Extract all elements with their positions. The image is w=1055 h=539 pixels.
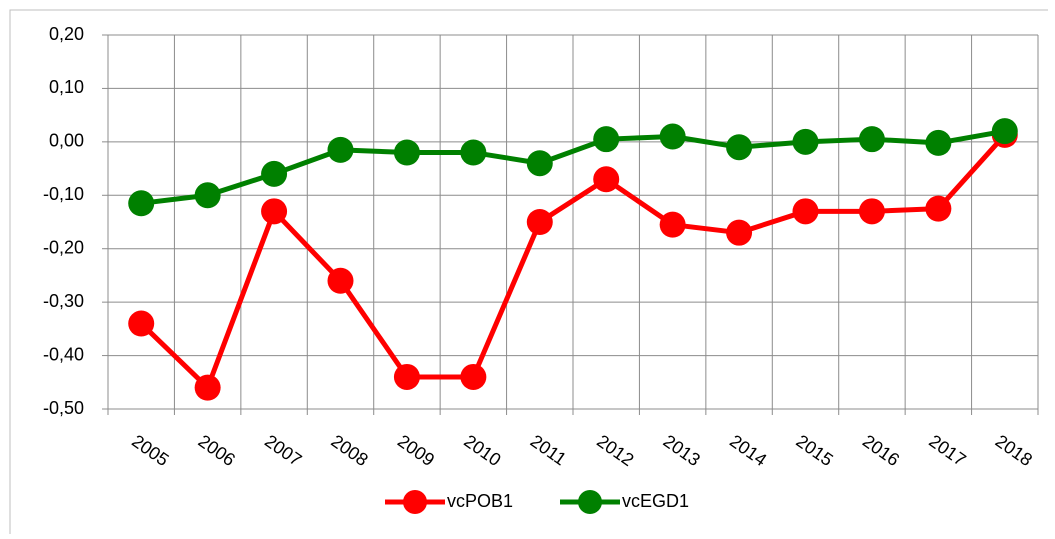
x-tick-label: 2011 [527,431,570,470]
legend-label: vcPOB1 [447,491,513,511]
point [327,136,354,163]
y-tick-label: 0,20 [49,24,84,44]
x-tick-label: 2009 [394,431,438,470]
y-tick-label: -0,10 [43,184,84,204]
point [726,219,753,246]
legend-marker [578,490,602,514]
point [526,150,553,177]
x-tick-label: 2008 [327,431,371,470]
point [659,123,686,150]
x-tick-label: 2010 [460,431,504,470]
y-tick-label: 0,00 [49,131,84,151]
x-tick-label: 2013 [660,431,704,470]
point [194,182,221,209]
point [659,211,686,238]
point [526,209,553,235]
x-tick-label: 2018 [992,431,1036,470]
legend-label: vcEGD1 [622,491,689,511]
point [128,190,155,217]
point [991,118,1018,145]
point [925,129,952,156]
y-tick-label: -0,40 [43,344,84,364]
point [593,126,620,153]
point [393,363,420,390]
x-tick-label: 2005 [128,431,172,470]
point [858,126,885,153]
point [261,198,288,225]
x-tick-label: 2006 [195,431,239,470]
point [858,198,885,225]
x-tick-label: 2014 [726,431,770,470]
point [925,195,952,222]
x-tick-label: 2012 [593,431,637,470]
point [327,267,354,294]
y-tick-label: 0,10 [49,77,84,97]
point [261,160,288,187]
point [792,128,819,155]
point [393,139,420,166]
x-tick-label: 2015 [792,431,836,470]
y-tick-label: -0,30 [43,291,84,311]
point [128,310,155,337]
chart-border [9,9,1048,534]
point [460,363,487,390]
point [792,198,819,225]
x-tick-label: 2007 [261,431,305,470]
y-tick-label: -0,20 [43,237,84,257]
point [726,134,753,161]
point [194,374,221,401]
legend-marker [403,490,427,514]
x-tick-label: 2017 [925,431,969,470]
point [460,139,487,166]
y-tick-label: -0,50 [43,398,84,418]
x-tick-label: 2016 [859,431,903,470]
point [593,166,620,193]
